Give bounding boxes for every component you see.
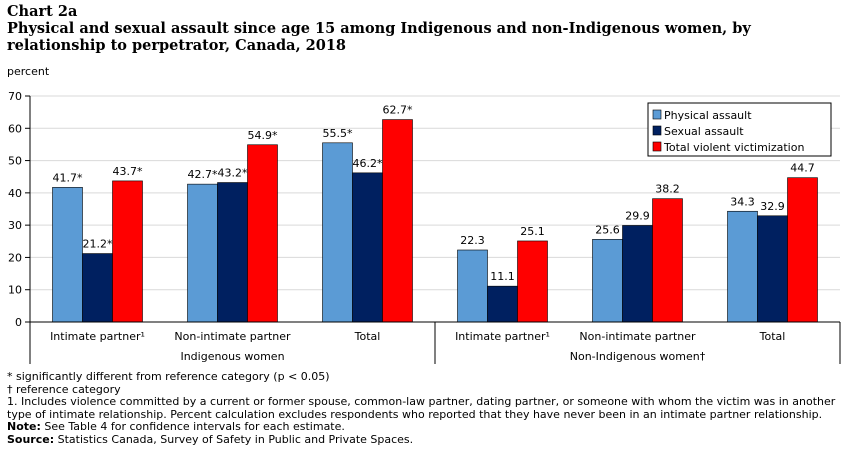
data-label: 25.6 (595, 223, 620, 236)
bar (517, 240, 548, 323)
bar (382, 119, 413, 323)
y-tick-label: 50 (8, 155, 22, 168)
note-text: See Table 4 for confidence intervals for… (40, 420, 345, 434)
x-tick-labels: Intimate partner¹ Non-intimate partner Tot… (50, 330, 785, 363)
x-tick-label: Total (354, 330, 381, 343)
y-tick-label: 60 (8, 122, 22, 135)
bar (652, 198, 683, 323)
data-label: 55.5* (323, 127, 353, 140)
data-label: 11.1 (490, 270, 515, 283)
data-label: 25.1 (520, 225, 545, 238)
data-label: 32.9 (760, 200, 785, 213)
bar (187, 183, 218, 323)
gridlines (30, 95, 840, 291)
chart-number: Chart 2a (7, 3, 78, 20)
source-label: Source: (7, 432, 55, 446)
data-label: 54.9* (248, 129, 278, 142)
bar-chart: percent 0 10 20 30 40 50 60 70 Intimate partner… (7, 65, 841, 364)
data-label: 29.9 (625, 209, 650, 222)
data-label: 21.2* (83, 238, 113, 251)
bar (787, 177, 818, 323)
data-label: 62.7* (383, 104, 413, 117)
legend-label: Sexual assault (664, 125, 744, 138)
legend: Physical assault Sexual assault Total viol… (647, 102, 832, 157)
source-text: Statistics Canada, Survey of Safety in P… (54, 432, 414, 446)
data-label: 41.7* (53, 171, 83, 184)
data-label: 46.2* (353, 157, 383, 170)
legend-swatch (652, 109, 662, 120)
footnote-reference: † reference category (7, 382, 121, 396)
bar (592, 239, 623, 323)
data-label: 22.3 (460, 234, 485, 247)
axes (29, 96, 841, 364)
bar (757, 215, 788, 323)
data-label: 38.2 (655, 183, 680, 196)
chart-title: Chart 2a Physical and sexual assault sin… (7, 3, 847, 54)
data-label: 43.7* (113, 165, 143, 178)
y-tick-label: 10 (8, 284, 22, 297)
data-label: 43.2* (218, 167, 248, 180)
footnotes: * significantly different from reference… (7, 370, 847, 447)
x-tick-label: Total (759, 330, 786, 343)
y-tick-label: 40 (8, 187, 22, 200)
bar (217, 182, 248, 323)
chart-title-line-1: Physical and sexual assault since age 15… (7, 20, 751, 37)
bar (457, 249, 488, 323)
bar (322, 142, 353, 323)
legend-swatch (652, 141, 662, 152)
bar (82, 253, 113, 323)
footnote-significance: * significantly different from reference… (7, 370, 330, 383)
group-label: Non-Indigenous women† (570, 350, 706, 363)
bar (52, 187, 83, 323)
y-ticks: 0 10 20 30 40 50 60 70 (8, 90, 30, 329)
bar (247, 144, 278, 323)
x-tick-label: Non-intimate partner (579, 330, 696, 343)
x-tick-label: Non-intimate partner (174, 330, 291, 343)
data-label: 34.3 (730, 195, 755, 208)
footnote-source: Source: Statistics Canada, Survey of Saf… (7, 432, 847, 447)
x-tick-label: Intimate partner¹ (455, 330, 550, 343)
legend-swatch (652, 125, 662, 136)
bars (52, 119, 818, 323)
bar (112, 180, 143, 323)
bar (352, 172, 383, 323)
data-label: 44.7 (790, 162, 815, 175)
legend-label: Total violent victimization (663, 141, 804, 154)
bar (487, 285, 518, 323)
x-tick-label: Intimate partner¹ (50, 330, 145, 343)
y-tick-label: 20 (8, 251, 22, 264)
y-tick-label: 0 (15, 316, 22, 329)
legend-label: Physical assault (664, 109, 752, 122)
data-labels: 41.7* 21.2* 43.7* 42.7* 43.2* 54.9* 55.5* 46.2*… (53, 104, 815, 284)
y-tick-label: 70 (8, 90, 22, 103)
data-label: 42.7* (188, 168, 218, 181)
y-tick-label: 30 (8, 219, 22, 232)
note-label: Note: (7, 420, 41, 434)
chart-title-line-2: relationship to perpetrator, Canada, 201… (7, 37, 347, 54)
footnote-1-line-2: type of intimate relationship. Percent c… (7, 407, 823, 421)
legend-box (647, 102, 832, 157)
group-label: Indigenous women (180, 350, 284, 363)
bar (727, 210, 758, 323)
bar (622, 225, 653, 323)
footnote-1-line-1: 1. Includes violence committed by a curr… (7, 395, 836, 409)
y-axis-label: percent (7, 65, 50, 78)
footnote-note: Note: See Table 4 for confidence interva… (7, 421, 847, 434)
